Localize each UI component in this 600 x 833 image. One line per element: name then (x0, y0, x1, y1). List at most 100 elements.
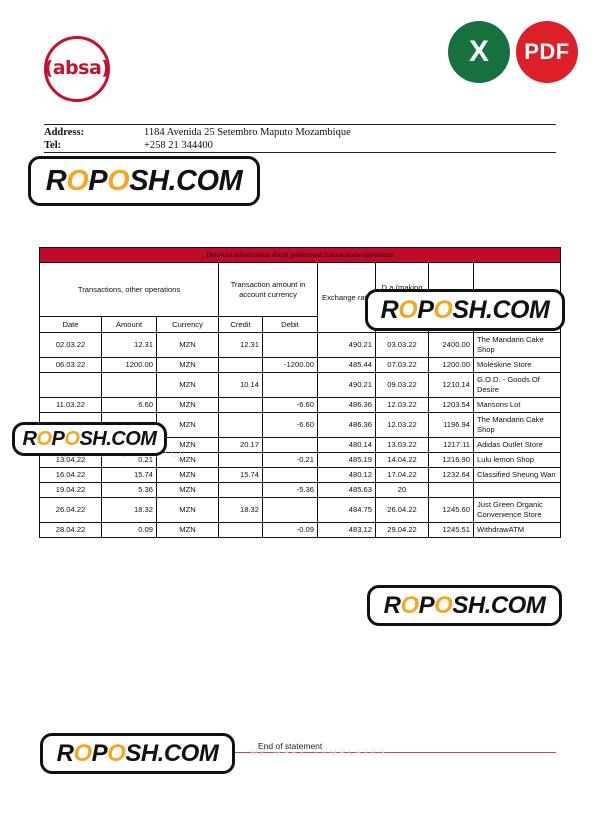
cell-balance (428, 482, 474, 498)
cell-balance: 1210.14 (428, 372, 474, 398)
cell-credit (218, 452, 263, 468)
header-amount-group: Transaction amount in account currency (218, 262, 318, 317)
watermark-text-part: P (91, 739, 108, 767)
cell-operation-date: 13.03.22 (375, 437, 429, 453)
cell-balance: 1232.64 (428, 467, 474, 483)
table-row: MZN 10.14 490.21 09.03.22 1210.14 G.O.D. - Go… (39, 372, 562, 398)
cell-credit (218, 522, 263, 538)
table-title-row: Detailed information about performed tra… (38, 247, 562, 263)
table-row: 12.03.2220.17MZN20.17480.1413.03.221217.… (39, 437, 562, 453)
cell-credit (218, 357, 263, 373)
cell-credit: 15.74 (218, 467, 263, 483)
transactions-body: 02.03.22 12.31 MZN 12.31 490.21 03.03.22 2400.… (39, 332, 562, 538)
cell-exchange-rate: 480.12 (317, 467, 376, 483)
cell-exchange-rate: 480.14 (317, 437, 376, 453)
cell-operation-date: 17.04.22 (375, 467, 429, 483)
table-row: 11.03.226.60MZN-6.60486.3612.03.221196.9… (39, 412, 562, 438)
footer-rule (44, 752, 556, 753)
cell-debit (262, 467, 318, 483)
cell-operation-date: 09.03.22 (375, 372, 429, 398)
account-info-block: Address: 1184 Avenida 25 Setembro Maputo… (44, 126, 556, 152)
cell-exchange-rate: 485.19 (317, 452, 376, 468)
cell-currency: MZN (156, 482, 219, 498)
watermark-footer: R O P O SH.COM (40, 733, 235, 774)
cell-description (472, 482, 562, 498)
cell-debit (262, 332, 318, 358)
export-buttons: X PDF (448, 21, 578, 83)
cell-description: Moleskine Store (472, 357, 562, 373)
header-transactions-group: Transactions, other operations (39, 262, 219, 317)
watermark-subtext-footer: WE MAKE TEMPLATES (250, 748, 388, 757)
cell-description: The Mandarin Cake Shop (472, 332, 562, 358)
cell-balance: 1245.60 (428, 497, 474, 523)
watermark-table-right: R O P O SH.COM (367, 585, 562, 626)
address-top-rule (44, 124, 556, 125)
cell-exchange-rate: 485.44 (317, 357, 376, 373)
cell-operation-date: 07.03.22 (375, 357, 429, 373)
watermark-text-part: P (88, 164, 108, 197)
watermark-text-part: O (107, 739, 126, 767)
excel-icon-label: X (468, 35, 489, 68)
cell-debit: -0.09 (262, 522, 318, 538)
cell-operation-date: 03.03.22 (375, 332, 429, 358)
cell-debit: -1200.00 (262, 357, 318, 373)
cell-amount: 12.31 (101, 332, 157, 358)
watermark-text-part: R (22, 427, 37, 450)
table-row: 26.04.22 18.32 MZN 18.32 484.75 26.04.22 1245.… (39, 497, 562, 523)
table-row: 28.04.22 0.09 MZN -0.09 483.12 29.04.22 1245.5… (39, 522, 562, 538)
cell-balance: 1216.90 (428, 452, 474, 468)
watermark-text-part: P (417, 295, 434, 324)
cell-credit: 10.14 (218, 372, 263, 398)
table-row: 02.03.22 12.31 MZN 12.31 490.21 03.03.22 2400.… (39, 332, 562, 358)
watermark-text-part: R (380, 295, 399, 324)
watermark-text-part: O (107, 164, 130, 197)
cell-currency: MZN (156, 372, 219, 398)
address-row: Address: 1184 Avenida 25 Setembro Maputo… (44, 126, 556, 139)
excel-export-button[interactable]: X (448, 21, 510, 83)
cell-debit (262, 497, 318, 523)
cell-description: Mansons Lot (472, 397, 562, 413)
cell-balance: 1203.54 (428, 397, 474, 413)
watermark-text-part: P (51, 427, 65, 450)
subheader-date: Date (39, 316, 102, 333)
watermark-text-part: P (418, 591, 435, 619)
cell-amount (101, 372, 157, 398)
cell-operation-date: 14.04.22 (375, 452, 429, 468)
cell-amount: 15.74 (101, 467, 157, 483)
watermark-text-part: O (400, 591, 419, 619)
absa-logo-text: (absa) (44, 56, 110, 79)
cell-operation-date: 12.03.22 (375, 412, 429, 438)
cell-date: 06.03.22 (39, 357, 102, 373)
cell-currency: MZN (156, 522, 219, 538)
transactions-table: Detailed information about performed tra… (38, 247, 562, 538)
subheader-debit: Debit (262, 316, 318, 333)
cell-operation-date: 26.04.22 (375, 497, 429, 523)
cell-currency: MZN (156, 467, 219, 483)
table-row: 06.03.22 1200.00 MZN -1200.00 485.44 07.03.22… (39, 357, 562, 373)
table-title: Detailed information about performed tra… (38, 247, 562, 263)
cell-balance: 1196.94 (428, 412, 474, 438)
cell-date: 16.04.22 (39, 467, 102, 483)
watermark-text-part: O (398, 295, 418, 324)
watermark-text-part: SH.COM (125, 739, 219, 767)
cell-currency: MZN (156, 397, 219, 413)
cell-date: 11.03.22 (39, 397, 102, 413)
cell-debit: -0.21 (262, 452, 318, 468)
cell-debit: -6.60 (262, 412, 318, 438)
pdf-export-button[interactable]: PDF (516, 21, 578, 83)
cell-amount: 6.60 (101, 397, 157, 413)
cell-balance: 1217.11 (428, 437, 474, 453)
address-bottom-rule (44, 152, 556, 153)
cell-credit (218, 397, 263, 413)
watermark-text-part: O (36, 427, 52, 450)
cell-date: 28.04.22 (39, 522, 102, 538)
cell-exchange-rate: 483.12 (317, 522, 376, 538)
cell-date: 02.03.22 (39, 332, 102, 358)
watermark-text-part: SH.COM (79, 427, 157, 450)
end-of-statement-label: End of statement (258, 741, 323, 751)
watermark-text-part: R (56, 739, 74, 767)
cell-credit: 12.31 (218, 332, 263, 358)
cell-operation-date: 20 (375, 482, 429, 498)
cell-currency: MZN (156, 497, 219, 523)
watermark-text-part: O (433, 295, 453, 324)
